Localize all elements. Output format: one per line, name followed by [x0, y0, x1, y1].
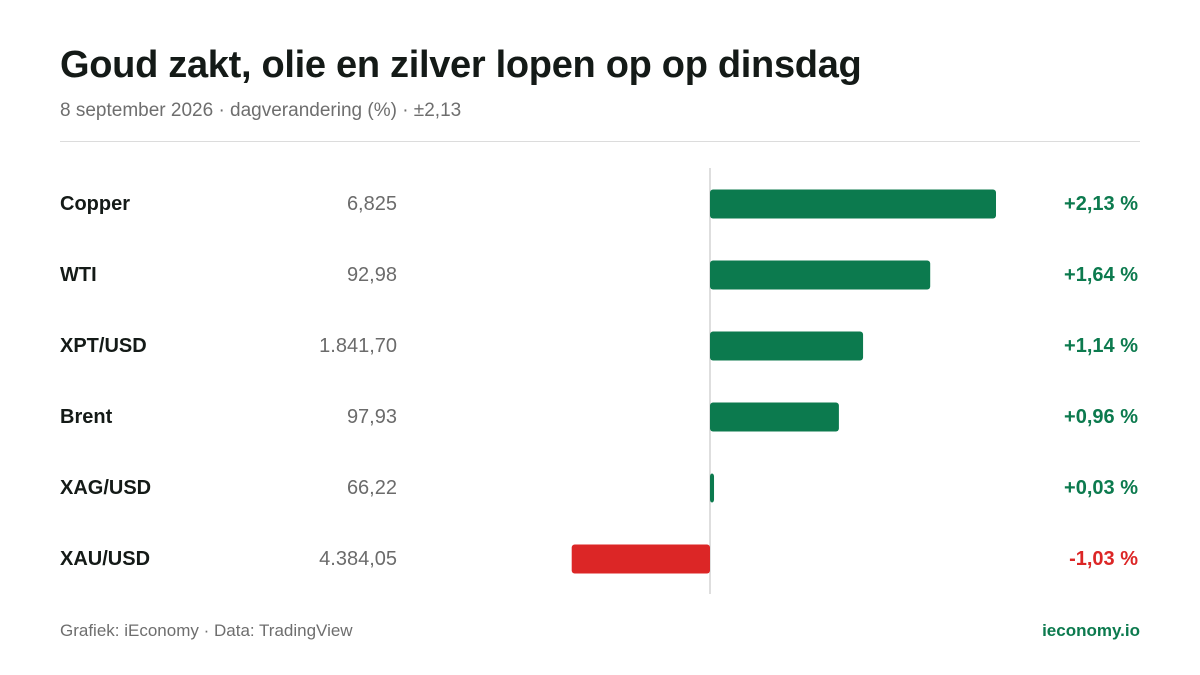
source-credit: Grafiek: iEconomy · Data: TradingView: [60, 621, 353, 640]
price-label: 97,93: [347, 406, 397, 428]
chart-row: XAG/USD 66,22 +0,03 %: [60, 473, 1138, 503]
category-label: XPT/USD: [60, 335, 147, 357]
bar: [710, 189, 996, 219]
bar: [571, 544, 710, 574]
price-label: 4.384,05: [319, 548, 397, 570]
header-divider: [60, 141, 1140, 142]
chart-row: XAU/USD 4.384,05 -1,03 %: [60, 544, 1138, 574]
value-label: +2,13 %: [1064, 193, 1138, 215]
brand-link[interactable]: ieconomy.io: [1042, 621, 1140, 640]
bar: [710, 473, 715, 503]
chart-row: XPT/USD 1.841,70 +1,14 %: [60, 331, 1138, 361]
bar: [710, 331, 864, 361]
value-label: +1,64 %: [1064, 264, 1138, 286]
value-label: -1,03 %: [1069, 548, 1138, 570]
price-label: 1.841,70: [319, 335, 397, 357]
price-label: 66,22: [347, 477, 397, 499]
chart-title: Goud zakt, olie en zilver lopen op op di…: [60, 44, 862, 86]
price-label: 6,825: [347, 193, 397, 215]
bar: [710, 260, 931, 290]
chart-row: Brent 97,93 +0,96 %: [60, 402, 1138, 432]
category-label: Copper: [60, 193, 130, 215]
price-label: 92,98: [347, 264, 397, 286]
bar: [710, 402, 839, 432]
value-label: +1,14 %: [1064, 335, 1138, 357]
chart-row: WTI 92,98 +1,64 %: [60, 260, 1138, 290]
chart-subtitle: 8 september 2026 · dagverandering (%) · …: [60, 100, 462, 121]
chart-row: Copper 6,825 +2,13 %: [60, 189, 1138, 219]
category-label: WTI: [60, 264, 97, 286]
value-label: +0,96 %: [1064, 406, 1138, 428]
category-label: XAG/USD: [60, 477, 151, 499]
category-label: Brent: [60, 406, 113, 428]
category-label: XAU/USD: [60, 548, 150, 570]
value-label: +0,03 %: [1064, 477, 1138, 499]
